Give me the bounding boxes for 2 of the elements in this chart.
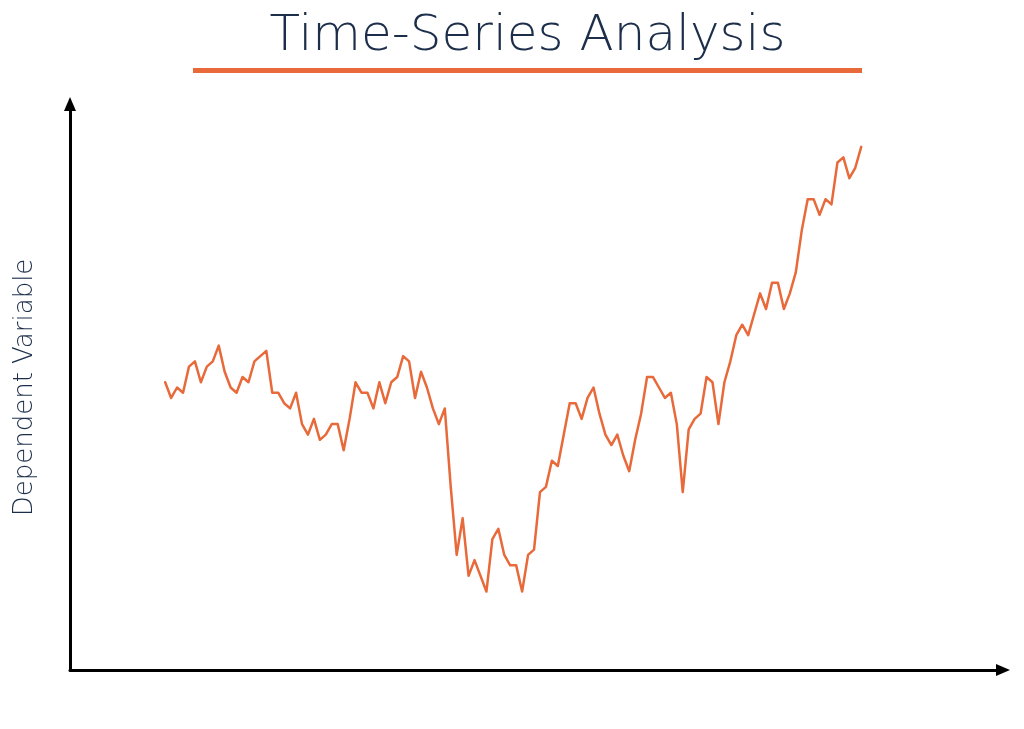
chart-title: Time-Series Analysis bbox=[193, 0, 862, 73]
y-axis-title: Dependent Variable bbox=[8, 258, 38, 517]
